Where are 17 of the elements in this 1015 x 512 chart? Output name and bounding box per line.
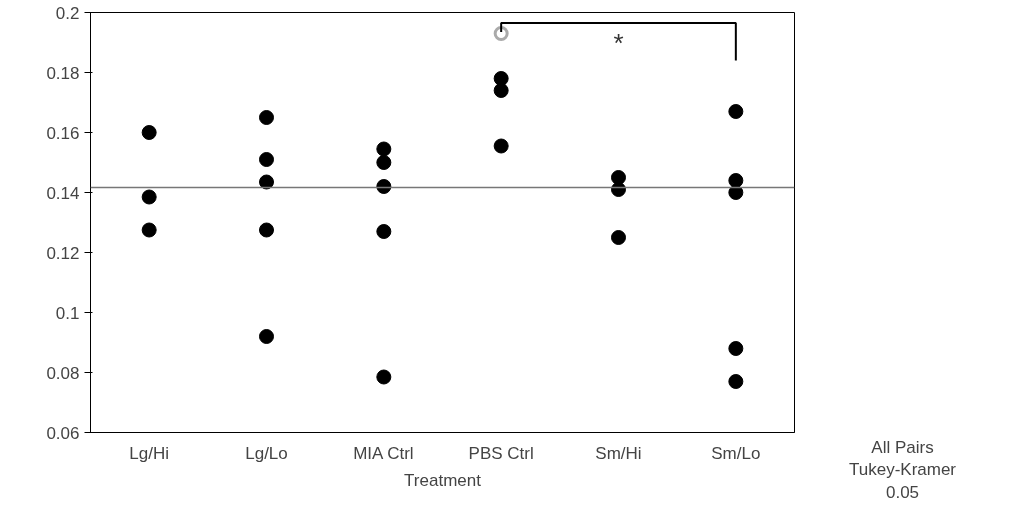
y-tick-label: 0.06 [46,423,80,443]
x-tick-label: Sm/Lo [711,443,761,463]
x-tick-label: PBS Ctrl [468,443,534,463]
text: All Pairs Tukey-Kramer 0.05 [848,437,957,503]
y-tick-label: 0.1 [55,303,80,323]
y-tick-label: 0.08 [46,363,80,383]
x-axis-title: Treatment [404,470,482,490]
y-tick-label: 0.18 [46,63,80,83]
y-tick-label: 0.16 [46,123,80,143]
x-tick-label: MIA Ctrl [353,443,414,463]
y-tick-label: 0.14 [46,183,80,203]
y-tick-label: 0.2 [55,3,80,23]
x-tick-label: Sm/Hi [595,443,642,463]
y-tick-label: 0.12 [46,243,80,263]
x-tick-label: Lg/Hi [129,443,170,463]
x-tick-label: Lg/Lo [245,443,288,463]
annotation: * [613,27,624,58]
